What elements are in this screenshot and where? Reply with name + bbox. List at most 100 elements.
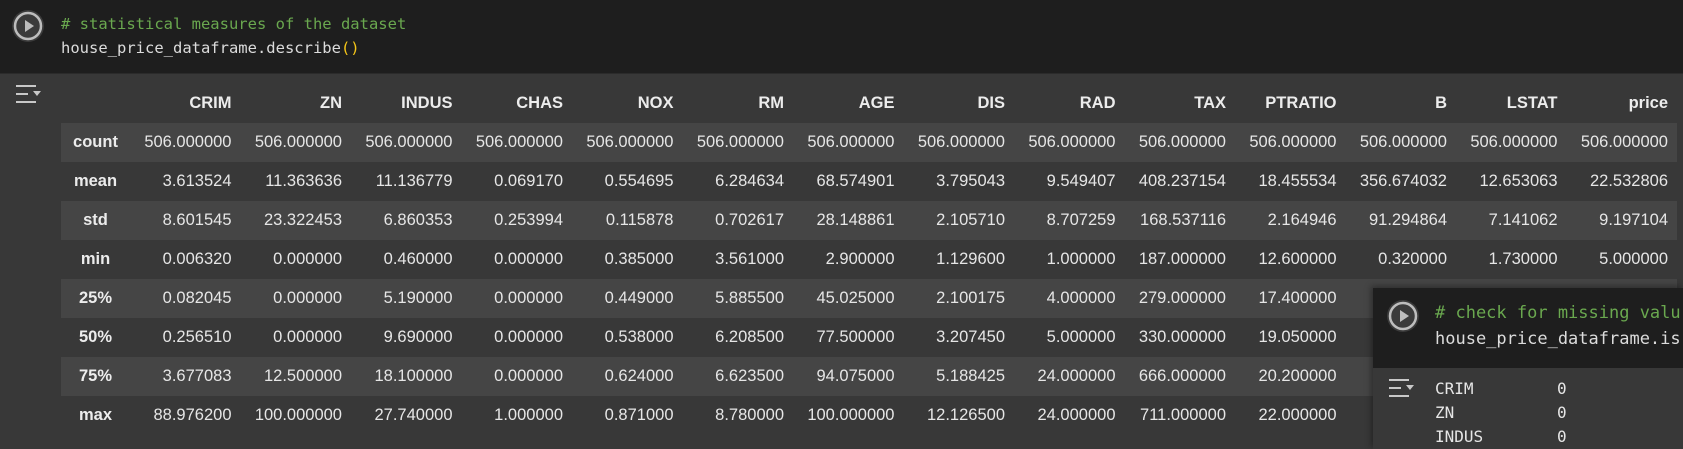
code-call: house_price_dataframe.is [1435,329,1681,349]
code-cell-missing-values[interactable]: # check for missing valu house_price_dat… [1373,288,1683,449]
series-value: 0 [1557,403,1567,422]
run-cell-button[interactable] [1387,300,1419,332]
table-cell: 187.000000 [1138,250,1226,268]
table-cell: 5.190000 [383,289,453,307]
column-header: TAX [1124,84,1235,123]
table-row: mean 3.613524 11.363636 11.136779 0.069170 0.… [61,162,1677,201]
table-cell: 2.164946 [1267,211,1337,229]
column-header: RAD [1014,84,1125,123]
column-header: B [1345,84,1456,123]
play-circle-icon [1388,301,1418,331]
row-index-label: max [78,406,113,424]
table-cell: 20.200000 [1258,367,1337,385]
table-cell: 506.000000 [365,133,453,151]
table-cell: 0.253994 [494,211,563,229]
column-header: price [1566,84,1677,123]
series-row: ZN 0 [1435,401,1577,425]
table-cell: 356.674032 [1359,172,1447,190]
table-cell: 2.900000 [825,250,895,268]
row-index-label: 50% [78,328,113,346]
table-cell: 0.000000 [494,328,563,346]
table-cell: 0.069170 [494,172,563,190]
table-cell: 4.000000 [1046,289,1116,307]
row-index-label: mean [73,172,118,190]
table-cell: 6.860353 [383,211,453,229]
table-cell: 100.000000 [254,406,342,424]
table-cell: 666.000000 [1138,367,1226,385]
table-cell: 7.141062 [1488,211,1558,229]
table-row: count 506.000000 506.000000 506.000000 506.0… [61,123,1677,162]
table-cell: 0.702617 [715,211,784,229]
run-cell-button[interactable] [12,10,44,42]
table-cell: 0.006320 [162,250,232,268]
play-circle-icon [13,11,43,41]
code-cell-input[interactable]: # check for missing valu house_price_dat… [1373,288,1683,368]
table-cell: 12.600000 [1258,250,1337,268]
code-parens: () [340,39,360,57]
table-cell: 0.256510 [162,328,232,346]
table-cell: 506.000000 [696,133,784,151]
table-row: 50% 0.256510 0.000000 9.690000 0.000000 0.538… [61,318,1677,357]
table-cell: 12.653063 [1479,172,1558,190]
table-cell: 5.000000 [1599,250,1668,268]
table-cell: 22.532806 [1590,172,1668,190]
table-cell: 330.000000 [1138,328,1226,346]
table-cell: 711.000000 [1140,406,1226,424]
series-row: CRIM 0 [1435,377,1577,401]
table-cell: 0.385000 [604,250,674,268]
output-toggle-button[interactable] [14,82,44,108]
table-cell: 12.500000 [264,367,342,385]
column-header: ZN [240,84,351,123]
table-cell: 9.690000 [383,328,453,346]
table-cell: 0.449000 [604,289,674,307]
table-cell: 19.050000 [1258,328,1337,346]
column-header: AGE [793,84,904,123]
code-editor[interactable]: # check for missing valu house_price_dat… [1435,300,1681,352]
table-cell: 0.000000 [494,367,563,385]
table-cell: 24.000000 [1037,367,1116,385]
table-cell: 3.613524 [162,172,232,190]
table-cell: 0.624000 [604,367,674,385]
table-cell: 91.294864 [1369,211,1447,229]
column-header: CRIM [130,84,241,123]
table-cell: 506.000000 [1138,133,1226,151]
output-toggle-button[interactable] [1387,376,1417,402]
table-cell: 0.460000 [383,250,453,268]
column-header: PTRATIO [1235,84,1346,123]
table-cell: 2.100175 [936,289,1005,307]
table-row: std 8.601545 23.322453 6.860353 0.253994 0.11… [61,201,1677,240]
index-header [61,84,130,123]
table-cell: 27.740000 [374,406,453,424]
table-cell: 168.537116 [1140,211,1226,229]
code-editor[interactable]: # statistical measures of the dataset ho… [61,12,406,60]
code-cell-describe[interactable]: # statistical measures of the dataset ho… [0,0,1683,74]
table-cell: 0.115878 [605,211,674,229]
table-cell: 3.207450 [936,328,1005,346]
table-cell: 1.000000 [494,406,563,424]
table-cell: 3.561000 [715,250,784,268]
table-cell: 0.000000 [273,328,342,346]
column-header: INDUS [351,84,462,123]
table-cell: 279.000000 [1138,289,1226,307]
table-row: min 0.006320 0.000000 0.460000 0.000000 0.385… [61,240,1677,279]
row-index-label: 75% [78,367,113,385]
table-cell: 77.500000 [816,328,895,346]
table-cell: 0.000000 [273,250,342,268]
code-call: house_price_dataframe.describe [61,39,341,57]
table-cell: 506.000000 [1359,133,1447,151]
table-cell: 506.000000 [1470,133,1558,151]
table-cell: 45.025000 [816,289,895,307]
table-cell: 18.455534 [1258,172,1337,190]
table-cell: 8.707259 [1046,211,1116,229]
table-cell: 6.623500 [715,367,784,385]
table-cell: 24.000000 [1037,406,1116,424]
series-value: 0 [1557,427,1567,446]
table-cell: 5.885500 [715,289,784,307]
table-cell: 2.105710 [936,211,1005,229]
table-cell: 1.730000 [1488,250,1558,268]
table-cell: 0.871000 [604,406,674,424]
row-index-label: std [83,211,108,229]
column-header: CHAS [461,84,572,123]
table-cell: 8.780000 [715,406,784,424]
table-cell: 5.000000 [1046,328,1116,346]
